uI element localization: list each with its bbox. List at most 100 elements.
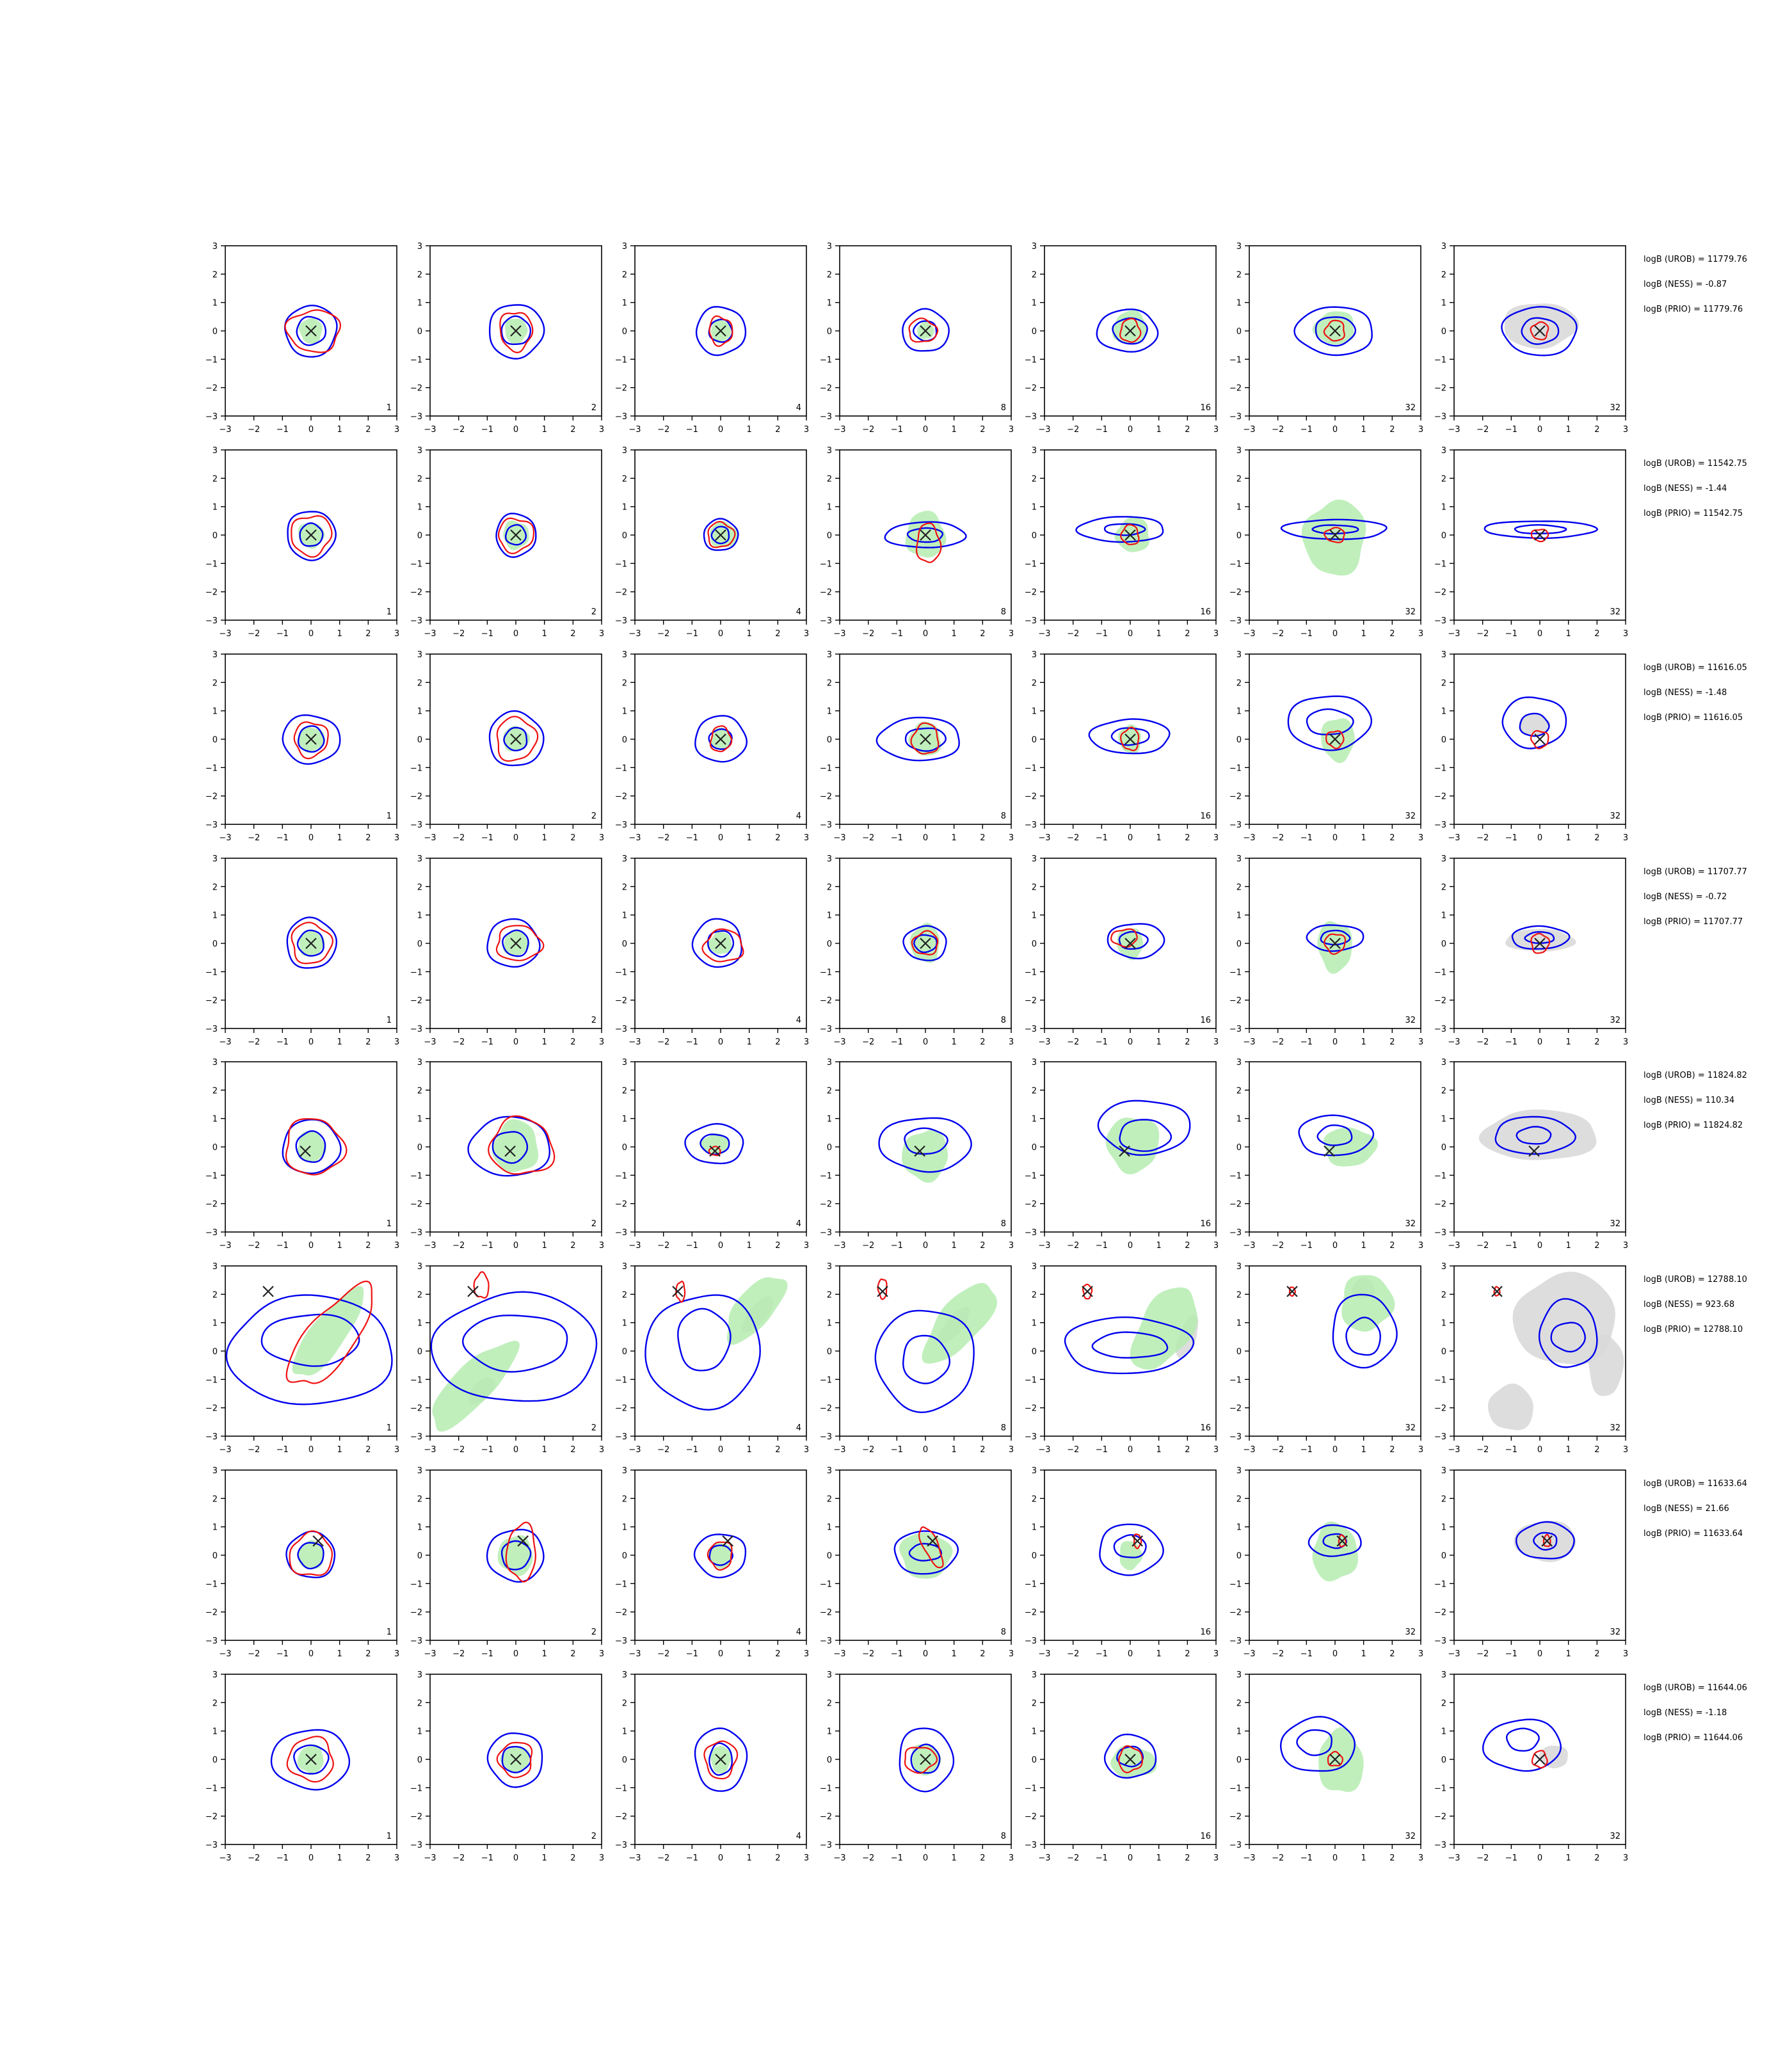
y-tick-label: −3 xyxy=(1434,616,1446,626)
panel-label: 16 xyxy=(1200,607,1211,617)
subplot-plot-area xyxy=(1478,1109,1597,1160)
subplot-r4-c1: −3−3 −2 −2 −1 −1 0 0 1 1 2 2 3 3 1 xyxy=(205,854,399,1047)
subplot-r6-c4: −3−3 −2 −2 −1 −1 0 0 1 1 2 2 3 3 8 xyxy=(820,1262,1014,1455)
y-tick-label: 0 xyxy=(417,531,422,541)
x-tick-label: −3 xyxy=(833,1649,845,1659)
y-tick-label: −3 xyxy=(1434,820,1446,830)
y-tick-label: 0 xyxy=(1236,1347,1242,1357)
y-tick-label: 3 xyxy=(417,1670,422,1680)
y-tick-label: −2 xyxy=(820,996,832,1006)
y-tick-label: −3 xyxy=(205,1636,218,1646)
panel-label: 2 xyxy=(591,1016,596,1025)
panel-label: 2 xyxy=(591,607,596,617)
subplot-plot-area xyxy=(225,1280,393,1405)
red-contour xyxy=(496,716,539,762)
y-tick-label: 0 xyxy=(827,1551,832,1561)
x-marker xyxy=(709,1145,721,1157)
blue-outer-contour xyxy=(1088,718,1171,755)
y-tick-label: 0 xyxy=(1236,327,1242,337)
row-stat-label: logB (UROB) = 11824.82 xyxy=(1644,1071,1747,1080)
x-tick-label: −2 xyxy=(862,1853,874,1863)
x-marker xyxy=(510,733,522,745)
subplot-plot-area xyxy=(1097,1100,1191,1174)
y-tick-label: −1 xyxy=(205,764,218,773)
subplot-plot-area xyxy=(694,1727,748,1792)
y-tick-label: −2 xyxy=(820,1608,832,1618)
x-marker xyxy=(1534,733,1546,745)
x-tick-label: 0 xyxy=(718,1853,723,1863)
blue-inner-contour xyxy=(492,1131,529,1164)
x-tick-label: 2 xyxy=(1389,1853,1395,1863)
x-tick-label: 0 xyxy=(923,1445,928,1455)
red-contour xyxy=(707,520,736,548)
y-tick-label: −2 xyxy=(820,1404,832,1414)
x-tick-label: 1 xyxy=(1566,1649,1571,1659)
subplot-r2-c3: −3−3 −2 −2 −1 −1 0 0 1 1 2 2 3 3 4 xyxy=(615,446,809,639)
red-contour xyxy=(496,1741,533,1779)
subplot-r7-c5: −3−3 −2 −2 −1 −1 0 0 1 1 2 2 3 3 16 xyxy=(1025,1466,1219,1659)
x-tick-label: 3 xyxy=(1213,833,1219,843)
subplot-plot-area xyxy=(287,511,337,561)
x-tick-label: 0 xyxy=(1537,833,1542,843)
x-tick-label: −3 xyxy=(628,1037,641,1047)
y-tick-label: −1 xyxy=(410,764,422,773)
x-tick-label: 0 xyxy=(1537,1445,1542,1455)
blue-outer-contour xyxy=(1501,306,1578,356)
x-tick-label: −1 xyxy=(686,1445,698,1455)
red-contour xyxy=(708,315,733,348)
x-tick-label: 3 xyxy=(804,629,809,639)
y-tick-label: 2 xyxy=(827,1699,832,1708)
blue-outer-contour xyxy=(486,1528,545,1583)
y-tick-label: −1 xyxy=(820,559,832,569)
x-tick-label: 3 xyxy=(1213,629,1219,639)
x-tick-label: 1 xyxy=(1361,629,1366,639)
x-tick-label: −1 xyxy=(1300,1445,1313,1455)
x-tick-label: 2 xyxy=(570,425,575,435)
x-tick-label: −3 xyxy=(628,1649,641,1659)
x-tick-label: 1 xyxy=(952,833,957,843)
x-tick-label: −3 xyxy=(424,1649,436,1659)
x-marker xyxy=(1534,529,1546,541)
y-tick-label: 1 xyxy=(1236,1319,1242,1329)
y-tick-label: 1 xyxy=(1236,1727,1242,1737)
x-marker xyxy=(927,1535,938,1547)
gray-density-region xyxy=(1588,1334,1624,1396)
y-tick-label: −3 xyxy=(1229,412,1242,422)
y-tick-label: 1 xyxy=(1032,1727,1037,1737)
y-tick-label: −2 xyxy=(205,1404,218,1414)
red-contour xyxy=(497,517,535,555)
x-marker xyxy=(877,1286,888,1297)
y-tick-label: 2 xyxy=(1441,474,1446,484)
y-tick-label: −3 xyxy=(820,820,832,830)
x-marker xyxy=(1082,1286,1093,1297)
y-tick-label: 2 xyxy=(1441,1699,1446,1708)
x-tick-label: 2 xyxy=(1594,1853,1599,1863)
y-tick-label: 0 xyxy=(622,940,627,949)
y-tick-label: −2 xyxy=(410,1608,422,1618)
green-density-region xyxy=(297,1540,324,1569)
subplot-plot-area xyxy=(1103,1733,1157,1779)
panel-label: 1 xyxy=(387,1423,392,1433)
gray-density-region xyxy=(1478,1109,1597,1160)
blue-inner-contour xyxy=(910,1743,941,1774)
red-contour xyxy=(495,925,545,961)
y-tick-label: 1 xyxy=(622,1319,627,1329)
x-tick-label: −3 xyxy=(1038,1037,1050,1047)
x-tick-label: −2 xyxy=(657,629,669,639)
x-tick-label: 0 xyxy=(513,1241,518,1251)
red-contour xyxy=(709,725,733,753)
blue-outer-contour xyxy=(878,1117,972,1173)
red-contour xyxy=(1119,317,1142,343)
y-tick-label: −3 xyxy=(205,820,218,830)
x-tick-label: −2 xyxy=(1476,1649,1489,1659)
y-tick-label: −2 xyxy=(615,1404,627,1414)
blue-inner-contour xyxy=(1519,712,1550,737)
y-tick-label: −1 xyxy=(1025,1171,1037,1181)
y-tick-label: −1 xyxy=(820,1375,832,1385)
blue-outer-contour xyxy=(495,513,537,558)
y-tick-label: 3 xyxy=(1032,650,1037,660)
y-tick-label: 0 xyxy=(212,327,218,337)
x-marker xyxy=(1491,1286,1503,1297)
blue-inner-contour xyxy=(1118,931,1149,950)
